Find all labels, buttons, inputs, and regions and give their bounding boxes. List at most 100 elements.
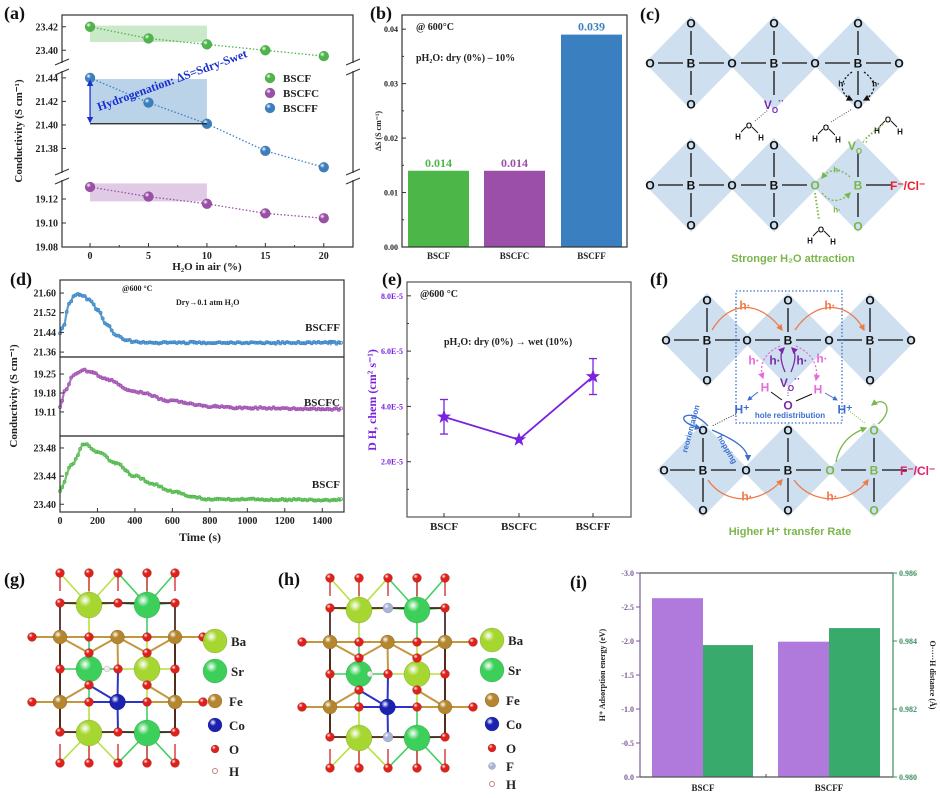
data-point [132,389,137,394]
note-condition: Dry→0.1 atm H₂O [176,298,240,307]
data-point [242,405,247,410]
atom-o [113,758,123,768]
proton-label: H⁺ [838,403,853,417]
atom-o [27,697,37,707]
atom-o [440,763,450,773]
data-point-bscff [260,145,271,157]
data-point [85,369,89,374]
legend-marker-bscf [264,72,276,84]
b-site-atom: B [784,334,793,348]
data-point [231,406,236,411]
legend-label-bscf: BSCF [283,73,311,85]
data-point [150,340,155,345]
legend-marker-ba [479,627,505,653]
data-point [219,341,224,345]
data-point [213,403,218,408]
data-point [330,497,334,502]
atom-f [382,731,394,743]
y-axis-label-left: H⁺ Adsorption energy (eV) [598,628,607,721]
data-point [267,406,272,410]
y-tick-label: 0.00 [384,243,398,252]
proton-label: H⁺ [735,403,750,417]
plot-frame [401,14,628,248]
data-point [339,406,343,411]
data-point [181,400,186,405]
callout-line [711,413,737,427]
oxygen-atom: O [824,334,833,348]
x-tick-label: 200 [90,516,105,527]
y-tick-label: 0.04 [384,25,398,34]
y-tick-label-left: -1.5 [621,671,634,680]
y-tick-label: 0.02 [384,134,398,143]
x-axis-label: H₂O in air (%) [172,261,242,273]
data-point [228,498,233,503]
data-point-bscff [318,162,330,173]
y-axis-label: D H, chem (cm² s⁻¹) [365,349,379,451]
data-point [147,481,152,486]
atom-o [170,568,180,578]
atom-sr [133,719,161,747]
atom-o [27,632,37,642]
data-point [228,340,233,345]
oxygen-atom: O [698,504,707,518]
data-point [314,340,319,345]
data-point [156,484,161,489]
chart-i: BSCF BSCFF 0.0 -0.5 -1.0 -1.5 -2.0 -2.5 -3.0 0.98… [598,569,937,793]
data-point [273,497,278,502]
data-point-star [585,369,601,383]
atom-sr [403,724,431,752]
data-point [206,405,211,410]
data-point [87,444,92,449]
data-point [89,299,94,304]
atom-o [113,568,123,578]
data-point [82,442,87,447]
atom-o [440,603,450,613]
data-point [267,340,272,345]
data-point [125,338,130,343]
series-line-bscfc [89,186,324,219]
atom-o [412,702,422,712]
data-point [192,403,197,408]
hole-hopping-arrow [711,307,783,332]
y-tick-label: 0.01 [384,189,398,198]
data-point [327,498,332,503]
data-point [118,383,123,388]
y-tick-label: 19.12 [36,195,59,206]
hopping-arrow [711,429,752,462]
y-tick-label-left: -2.5 [621,603,634,612]
data-point [100,316,105,321]
data-point [325,406,330,411]
legend-marker-co [207,717,223,733]
data-point [172,398,177,403]
data-point [339,340,343,345]
data-point [89,370,94,375]
data-point [170,490,175,495]
data-point [91,370,96,375]
data-point [327,339,332,344]
atom-ba [75,719,103,747]
atom-fe [322,699,338,715]
vacancy-superscript: ·· [778,96,784,106]
b-site-atom: B [866,334,875,348]
x-tick-label: BSCF [427,251,451,261]
oxygen-atom: O [865,374,874,388]
data-point [199,496,204,501]
data-point [188,339,193,344]
data-point [222,497,227,502]
oxygen-atom: O [727,179,736,193]
data-point [168,398,173,403]
data-point [188,401,193,406]
data-point [141,476,146,481]
data-point [114,460,119,465]
data-point [330,339,334,344]
y-tick-label-right: 0.986 [899,569,917,578]
water-hydrogen: H [835,136,841,145]
data-point [109,328,114,333]
data-point-star [511,432,527,446]
vacancy-symbol: V [780,376,788,390]
oxygen-vacancy-label: VO·· [780,374,800,393]
panel-label-f: (f) [650,269,668,290]
data-point-bscf [84,21,96,32]
proton-transfer-arrow [835,426,868,463]
panel-label-e: (e) [382,269,402,290]
